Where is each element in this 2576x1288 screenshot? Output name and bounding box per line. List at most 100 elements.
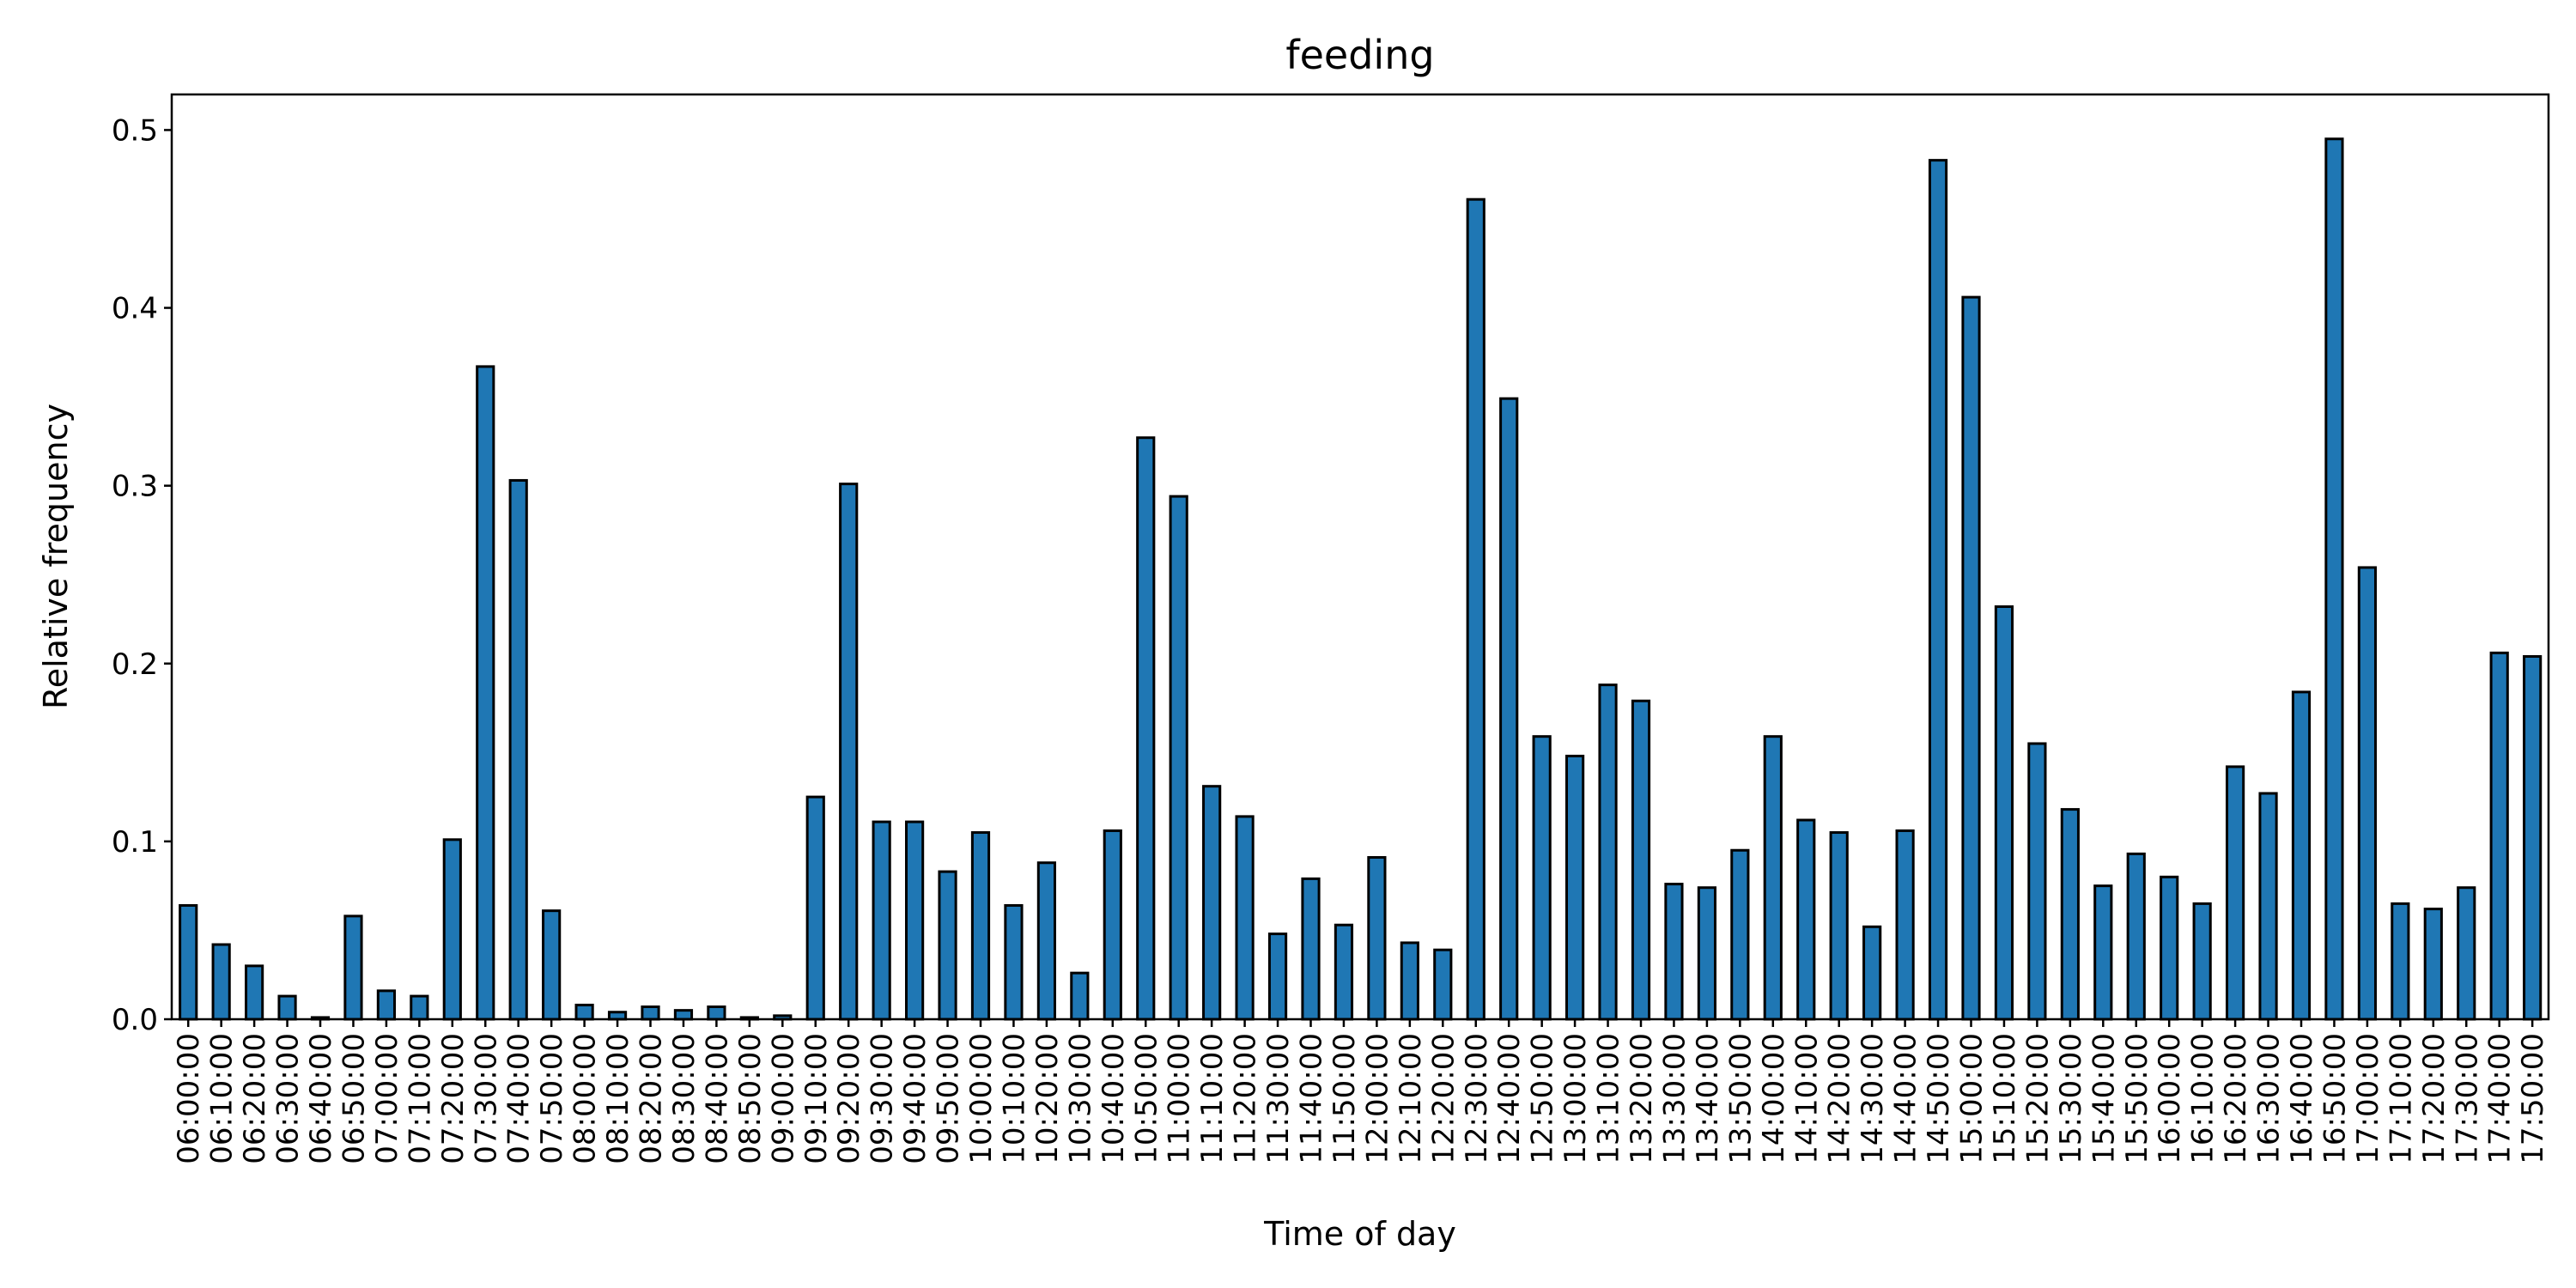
bar [1994,605,2014,1021]
bar [1466,197,1485,1021]
bar [1499,397,1519,1021]
bar [2489,651,2509,1021]
x-tick-label: 17:10:00 [2384,1033,2418,1164]
x-tick-label: 16:00:00 [2153,1033,2187,1164]
bar [508,478,528,1021]
bar [1895,829,1915,1021]
bar [442,838,462,1021]
bar [839,483,859,1021]
bar [872,820,891,1021]
x-tick-label: 08:10:00 [601,1033,635,1164]
bar [1862,925,1882,1021]
bar [2126,852,2146,1021]
bar [970,831,991,1021]
x-tick-label: 16:50:00 [2318,1033,2352,1164]
x-tick-label: 06:30:00 [271,1033,306,1164]
bar [476,365,495,1021]
bar [2523,654,2543,1021]
x-tick-label: 14:10:00 [1789,1033,1824,1164]
x-tick-label: 08:20:00 [635,1033,669,1164]
x-tick-label: 12:00:00 [1360,1033,1394,1164]
x-tick-label: 11:30:00 [1261,1033,1296,1164]
bar [2324,137,2344,1021]
bar [1697,886,1717,1021]
bar [2291,690,2312,1021]
x-tick-label: 08:30:00 [667,1033,702,1164]
x-tick-label: 09:20:00 [832,1033,866,1164]
bar [245,964,264,1021]
bar [1070,971,1090,1021]
bar [673,1009,694,1021]
bar [1961,295,1981,1021]
x-tick-label: 07:30:00 [469,1033,503,1164]
chart-title: feeding [1285,32,1434,78]
bar [1631,699,1651,1021]
x-tick-label: 10:40:00 [1097,1033,1131,1164]
bar [277,994,297,1021]
bar [2226,765,2245,1021]
x-tick-label: 07:20:00 [436,1033,471,1164]
x-tick-label: 08:50:00 [733,1033,768,1164]
x-tick-label: 17:40:00 [2483,1033,2518,1164]
x-tick-label: 07:50:00 [535,1033,569,1164]
bar [1004,903,1024,1021]
bar [905,820,925,1021]
bar [707,1005,726,1021]
x-tick-label: 09:00:00 [766,1033,800,1164]
bar [2391,902,2410,1021]
bar [2357,566,2378,1021]
bar [1730,848,1750,1021]
x-tick-label: 10:20:00 [1030,1033,1065,1164]
x-tick-label: 12:50:00 [1526,1033,1560,1164]
bar [2423,908,2443,1021]
bar [2258,792,2278,1021]
bar [376,989,396,1021]
bar [542,909,562,1021]
x-tick-label: 08:00:00 [568,1033,603,1164]
bar [2027,742,2047,1021]
bar [1103,829,1122,1021]
x-tick-label: 06:40:00 [304,1033,338,1164]
bar [1301,877,1321,1021]
bar [1829,831,1849,1021]
bar [1136,436,1156,1021]
x-axis: 06:00:0006:10:0006:20:0006:30:0006:40:00… [172,1019,2550,1164]
bar [805,795,825,1021]
x-tick-label: 15:30:00 [2054,1033,2088,1164]
x-tick-label: 11:40:00 [1295,1033,1329,1164]
x-tick-label: 07:40:00 [502,1033,537,1164]
x-tick-label: 11:00:00 [1163,1033,1197,1164]
bar [1267,933,1288,1021]
x-tick-label: 08:40:00 [700,1033,734,1164]
bar [2160,875,2179,1021]
bar [1763,735,1783,1021]
x-tick-label: 17:20:00 [2417,1033,2451,1164]
x-tick-label: 10:30:00 [1063,1033,1097,1164]
x-tick-label: 13:20:00 [1625,1033,1659,1164]
y-tick-label: 0.2 [112,647,158,682]
x-tick-label: 06:20:00 [238,1033,272,1164]
bar [641,1005,660,1021]
x-tick-label: 15:20:00 [2020,1033,2055,1164]
x-tick-label: 16:40:00 [2285,1033,2319,1164]
plot-frame [170,93,2550,1021]
bar [1367,856,1387,1021]
bar [1664,883,1684,1021]
bar [1796,818,1816,1021]
x-tick-label: 17:30:00 [2450,1033,2484,1164]
x-tick-label: 16:20:00 [2219,1033,2253,1164]
bar [211,943,231,1021]
y-axis-label: Relative frequency [37,404,75,709]
bar [343,914,363,1021]
x-tick-label: 11:20:00 [1229,1033,1263,1164]
x-tick-label: 15:10:00 [1988,1033,2022,1164]
x-tick-label: 06:50:00 [337,1033,371,1164]
bar [1202,785,1222,1021]
bar [1036,861,1057,1021]
x-tick-label: 15:00:00 [1955,1033,1990,1164]
bar [2192,902,2212,1021]
x-tick-label: 10:10:00 [997,1033,1031,1164]
x-tick-label: 17:00:00 [2351,1033,2385,1164]
y-tick-label: 0.0 [112,1003,158,1037]
x-tick-label: 16:10:00 [2186,1033,2221,1164]
